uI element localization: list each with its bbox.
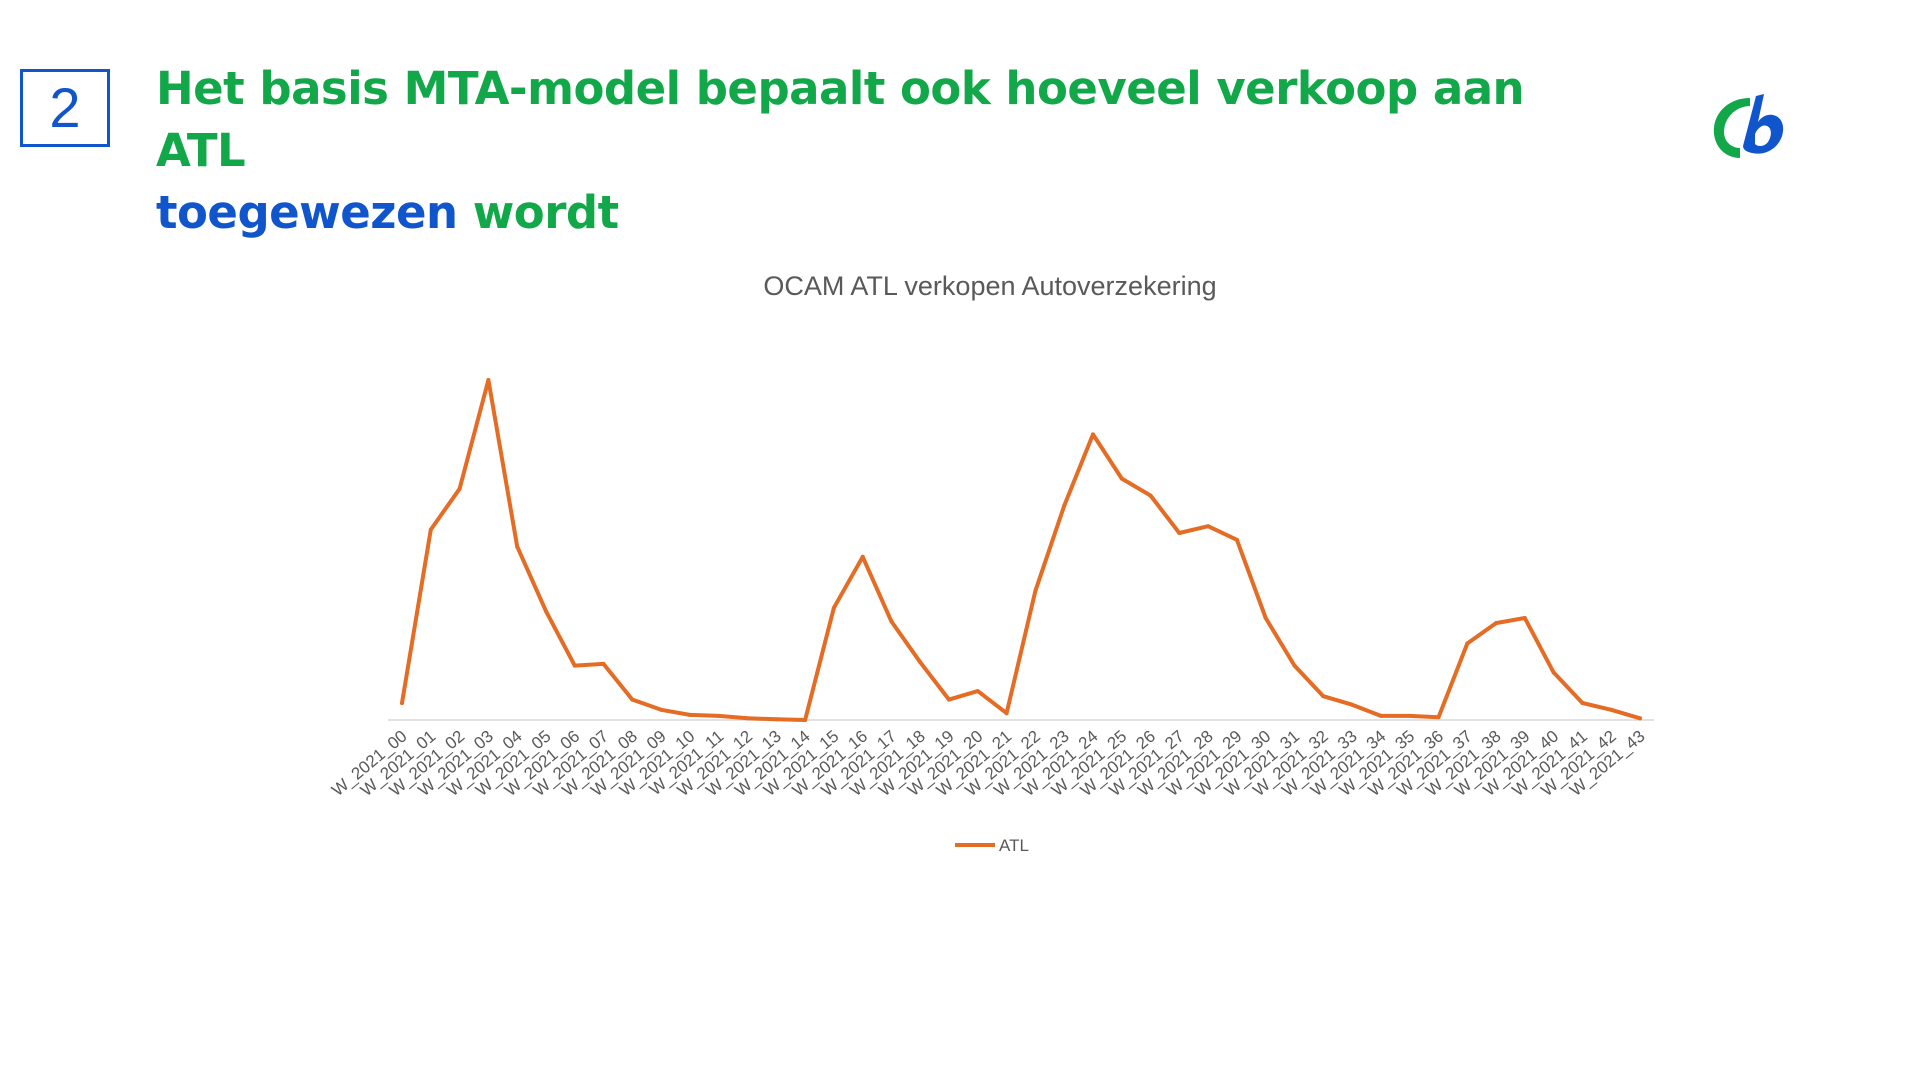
data-point — [572, 663, 577, 668]
data-point — [1551, 670, 1556, 675]
data-point — [687, 712, 692, 717]
data-point — [1407, 713, 1412, 718]
company-logo-icon — [1713, 94, 1784, 158]
data-point — [1234, 537, 1239, 542]
data-point — [1522, 616, 1527, 620]
data-point — [889, 619, 894, 624]
data-point — [1609, 707, 1614, 712]
data-point — [1436, 715, 1441, 720]
data-point — [486, 378, 491, 382]
slide-number: 2 — [49, 76, 81, 139]
page-title: Het basis MTA-model bepaalt ook hoeveel … — [156, 58, 1606, 244]
data-point — [947, 697, 951, 702]
data-point — [831, 605, 836, 610]
data-point — [544, 609, 548, 614]
data-point — [1580, 701, 1585, 705]
series-line-atl — [400, 378, 1642, 722]
data-point — [1494, 621, 1498, 626]
data-point — [400, 701, 404, 705]
data-point — [1350, 702, 1355, 707]
chart-title: OCAM ATL verkopen Autoverzekering — [763, 271, 1216, 301]
data-point — [1465, 641, 1470, 646]
data-point — [1206, 524, 1211, 529]
series-lines — [400, 378, 1642, 722]
data-point — [716, 713, 721, 718]
data-point — [1378, 713, 1383, 718]
data-point — [774, 717, 779, 722]
x-axis-tick-labels: W_2021_00W_2021_01W_2021_02W_2021_03W_20… — [328, 727, 1648, 800]
data-point — [630, 697, 635, 702]
data-point — [1263, 616, 1268, 620]
data-point — [860, 554, 865, 559]
data-point — [1004, 711, 1009, 716]
data-point — [659, 707, 664, 712]
data-point — [1638, 716, 1642, 721]
data-point — [515, 544, 520, 549]
slide-number-box: 2 — [20, 69, 110, 147]
data-point — [457, 486, 462, 491]
data-point — [1062, 503, 1067, 508]
data-point — [803, 718, 808, 722]
data-point — [1177, 531, 1182, 535]
data-point — [428, 527, 433, 532]
data-point — [1148, 493, 1153, 498]
data-point — [1033, 588, 1038, 593]
data-point — [918, 660, 923, 665]
atl-sales-line-chart: OCAM ATL verkopen Autoverzekering W_2021… — [328, 271, 1654, 855]
data-point — [745, 716, 750, 721]
legend-label-atl: ATL — [999, 836, 1029, 855]
data-point — [1292, 663, 1297, 668]
data-point — [1321, 694, 1326, 699]
data-point — [1091, 432, 1095, 437]
legend: ATL — [955, 836, 1029, 855]
page-title-line1: Het basis MTA-model bepaalt ook hoeveel … — [156, 62, 1525, 177]
data-point — [1119, 476, 1124, 481]
page-title-highlight: toegewezen — [156, 186, 458, 239]
page-title-end: wordt — [472, 186, 619, 239]
data-point — [601, 661, 606, 666]
data-point — [975, 689, 980, 694]
